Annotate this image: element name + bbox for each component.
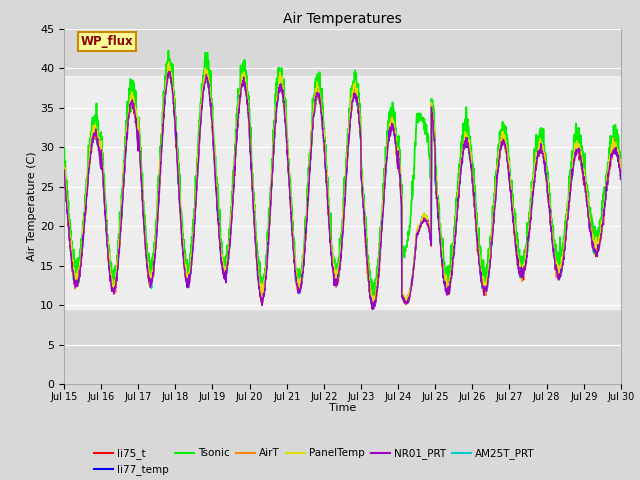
li75_t <box>368 306 376 312</box>
NR01_PRT <box>568 166 576 172</box>
NR01_PRT <box>617 168 625 173</box>
AirT <box>60 162 68 168</box>
Tsonic <box>164 48 172 53</box>
li75_t <box>359 196 367 202</box>
NR01_PRT <box>505 172 513 178</box>
li75_t <box>505 166 513 172</box>
NR01_PRT <box>166 69 173 74</box>
Tsonic <box>371 294 379 300</box>
PanelTemp <box>216 229 223 235</box>
PanelTemp <box>359 188 367 194</box>
Line: li75_t: li75_t <box>64 63 621 309</box>
li75_t <box>584 205 591 211</box>
li75_t <box>60 167 68 173</box>
li77_temp <box>60 167 68 172</box>
PanelTemp <box>370 301 378 307</box>
Tsonic <box>584 187 591 193</box>
li75_t <box>371 300 379 305</box>
Tsonic <box>60 152 68 158</box>
AirT <box>359 188 367 193</box>
li77_temp <box>369 306 377 312</box>
Title: Air Temperatures: Air Temperatures <box>283 12 402 26</box>
Tsonic <box>369 300 376 306</box>
Line: AM25T_PRT: AM25T_PRT <box>64 70 621 309</box>
AM25T_PRT <box>584 200 591 205</box>
Y-axis label: Air Temperature (C): Air Temperature (C) <box>28 152 37 261</box>
li75_t <box>166 60 173 66</box>
li77_temp <box>617 169 625 175</box>
li77_temp <box>568 174 576 180</box>
PanelTemp <box>617 171 625 177</box>
NR01_PRT <box>584 203 591 208</box>
PanelTemp <box>165 59 173 65</box>
AM25T_PRT <box>216 233 223 239</box>
AirT <box>216 239 223 244</box>
li75_t <box>568 164 576 170</box>
li77_temp <box>359 191 367 197</box>
PanelTemp <box>505 160 513 166</box>
PanelTemp <box>60 165 68 171</box>
Line: PanelTemp: PanelTemp <box>64 62 621 304</box>
AirT <box>568 173 576 179</box>
Tsonic <box>216 219 223 225</box>
PanelTemp <box>584 198 591 204</box>
Line: li77_temp: li77_temp <box>64 69 621 309</box>
AM25T_PRT <box>166 67 173 73</box>
Tsonic <box>359 194 367 200</box>
Tsonic <box>505 158 513 164</box>
AirT <box>166 67 173 72</box>
AM25T_PRT <box>505 167 513 172</box>
AirT <box>505 166 513 172</box>
Text: WP_flux: WP_flux <box>81 35 133 48</box>
AM25T_PRT <box>371 299 379 304</box>
Line: AirT: AirT <box>64 70 621 308</box>
Tsonic <box>568 158 576 164</box>
NR01_PRT <box>359 195 367 201</box>
li77_temp <box>166 66 173 72</box>
li77_temp <box>216 235 223 240</box>
li75_t <box>216 231 223 237</box>
AM25T_PRT <box>359 188 367 193</box>
PanelTemp <box>371 299 379 305</box>
AirT <box>617 168 625 174</box>
AirT <box>584 204 591 210</box>
Line: NR01_PRT: NR01_PRT <box>64 72 621 309</box>
NR01_PRT <box>369 306 376 312</box>
li75_t <box>617 172 625 178</box>
Legend: li75_t, li77_temp, Tsonic, AirT, PanelTemp, NR01_PRT, AM25T_PRT: li75_t, li77_temp, Tsonic, AirT, PanelTe… <box>90 444 539 480</box>
NR01_PRT <box>371 298 379 303</box>
li77_temp <box>584 202 591 208</box>
NR01_PRT <box>60 167 68 172</box>
PanelTemp <box>568 170 576 176</box>
AirT <box>371 292 379 298</box>
NR01_PRT <box>216 236 223 241</box>
AM25T_PRT <box>370 306 378 312</box>
li77_temp <box>505 166 513 171</box>
Line: Tsonic: Tsonic <box>64 50 621 303</box>
AirT <box>370 305 378 311</box>
li77_temp <box>371 294 379 300</box>
X-axis label: Time: Time <box>329 403 356 413</box>
Bar <box>64 76 621 309</box>
AM25T_PRT <box>617 165 625 171</box>
Tsonic <box>617 164 625 170</box>
AM25T_PRT <box>60 170 68 176</box>
AM25T_PRT <box>568 168 576 174</box>
